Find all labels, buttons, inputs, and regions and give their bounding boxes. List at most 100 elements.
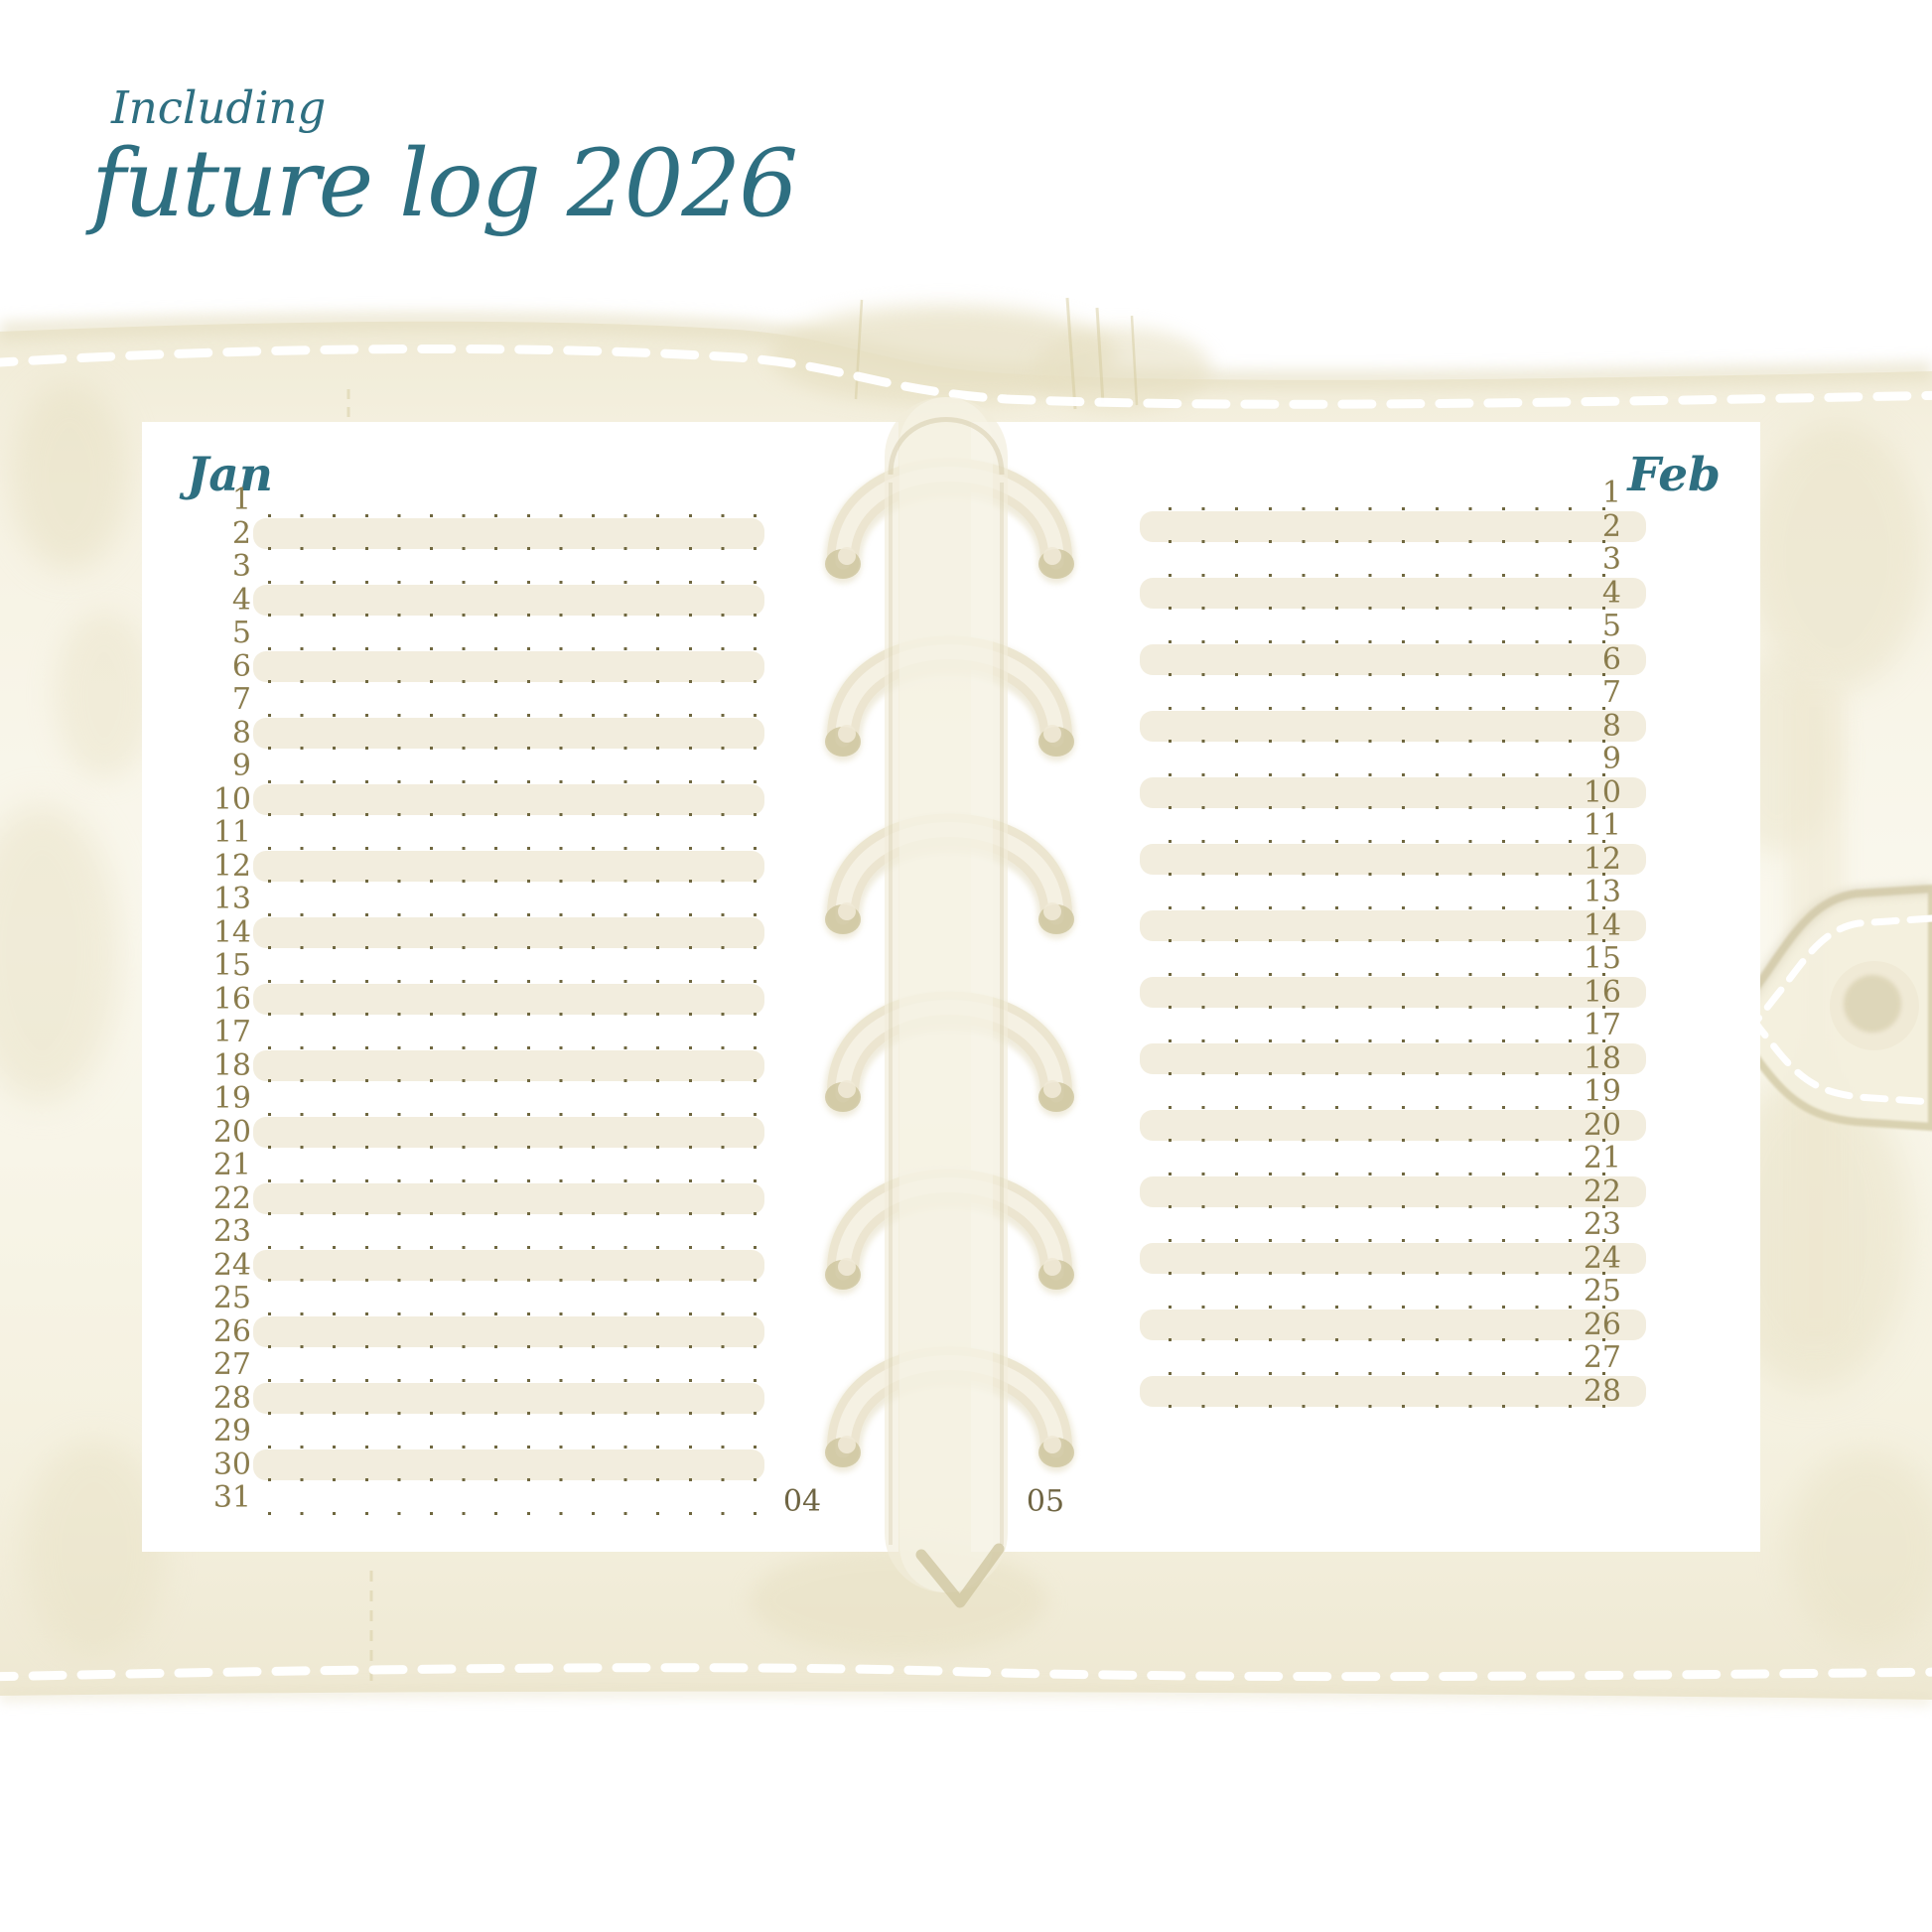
row-highlight xyxy=(253,784,764,816)
day-number: 16 xyxy=(1583,974,1621,1010)
day-row: 2 xyxy=(971,510,1760,544)
dotted-writing-line xyxy=(1169,1006,1605,1010)
dotted-writing-line xyxy=(1169,740,1605,744)
day-row: 20 xyxy=(142,1116,898,1150)
row-highlight xyxy=(253,585,764,617)
dotted-writing-line xyxy=(268,1013,757,1017)
day-row: 18 xyxy=(142,1049,898,1083)
day-number: 26 xyxy=(212,1313,251,1349)
dotted-writing-line xyxy=(1169,1371,1605,1375)
dotted-writing-line xyxy=(268,979,757,983)
day-row: 9 xyxy=(142,750,898,783)
dotted-writing-line xyxy=(268,513,757,517)
day-number: 13 xyxy=(212,882,251,917)
cover-scratches xyxy=(346,297,1139,1688)
dotted-writing-line xyxy=(268,779,757,783)
dotted-writing-line xyxy=(1169,873,1605,877)
day-row: 5 xyxy=(971,610,1760,643)
dotted-writing-line xyxy=(268,813,757,817)
dotted-writing-line xyxy=(1169,839,1605,843)
day-rows-february: 1 2 3 4 5 6 7 8 9 10 11 12 13 14 15 16 17 18 19 20 21 22 23 24 2… xyxy=(971,422,1760,1552)
row-highlight xyxy=(253,1183,764,1215)
day-row: 21 xyxy=(142,1149,898,1182)
dotted-writing-line xyxy=(268,646,757,650)
day-number: 4 xyxy=(231,582,251,618)
day-number: 10 xyxy=(1583,774,1621,810)
dotted-writing-line xyxy=(268,1112,757,1116)
dotted-writing-line xyxy=(1169,1038,1605,1042)
dotted-writing-line xyxy=(1169,1139,1605,1143)
row-highlight xyxy=(1140,1243,1646,1275)
day-row: 27 xyxy=(142,1348,898,1382)
row-highlight xyxy=(253,1250,764,1282)
day-row: 6 xyxy=(142,650,898,684)
day-number: 24 xyxy=(1583,1240,1621,1276)
day-number: 20 xyxy=(212,1114,251,1150)
dotted-writing-line xyxy=(1169,1172,1605,1175)
row-highlight xyxy=(253,1050,764,1082)
dotted-writing-line xyxy=(1169,772,1605,776)
day-number: 18 xyxy=(212,1047,251,1083)
row-highlight xyxy=(1140,1043,1646,1075)
dotted-writing-line xyxy=(268,1212,757,1216)
month-label-feb: Feb xyxy=(1627,448,1721,502)
row-highlight xyxy=(253,1383,764,1415)
day-row: 25 xyxy=(142,1282,898,1315)
day-row: 13 xyxy=(971,876,1760,909)
day-row: 14 xyxy=(142,916,898,950)
day-row: 23 xyxy=(142,1215,898,1249)
day-number: 7 xyxy=(1601,675,1621,711)
day-row: 7 xyxy=(971,676,1760,710)
day-number: 7 xyxy=(231,682,251,718)
day-row: 21 xyxy=(971,1142,1760,1175)
day-number: 26 xyxy=(1583,1307,1621,1342)
dotted-writing-line xyxy=(1169,673,1605,677)
day-number: 29 xyxy=(212,1414,251,1449)
cover-bottom-edge xyxy=(0,1685,1932,1706)
day-row: 19 xyxy=(142,1082,898,1116)
day-number: 9 xyxy=(1601,742,1621,777)
day-number: 14 xyxy=(212,914,251,950)
row-highlight xyxy=(1140,711,1646,743)
dotted-writing-line xyxy=(268,1146,757,1150)
day-number: 5 xyxy=(1601,609,1621,644)
day-number: 11 xyxy=(212,815,251,851)
day-number: 1 xyxy=(231,483,251,518)
day-row: 1 xyxy=(142,483,898,517)
day-rows-january: 1 2 3 4 5 6 7 8 9 10 11 12 13 14 15 16 17 18 19 20 21 22 23 24 2… xyxy=(142,422,898,1552)
dotted-writing-line xyxy=(1169,639,1605,643)
row-highlight xyxy=(253,1449,764,1481)
day-row: 13 xyxy=(142,883,898,916)
cover-texture xyxy=(0,306,1932,1658)
day-number: 15 xyxy=(212,948,251,984)
day-number: 12 xyxy=(212,848,251,884)
dotted-writing-line xyxy=(268,713,757,717)
day-row: 24 xyxy=(142,1249,898,1283)
dotted-writing-line xyxy=(1169,905,1605,909)
day-row: 8 xyxy=(142,717,898,751)
day-number: 21 xyxy=(1583,1141,1621,1176)
day-row: 12 xyxy=(971,843,1760,877)
dotted-writing-line xyxy=(268,1279,757,1283)
dotted-writing-line xyxy=(268,946,757,950)
dotted-writing-line xyxy=(268,1445,757,1449)
day-number: 19 xyxy=(1583,1074,1621,1110)
day-row: 2 xyxy=(142,517,898,551)
dotted-writing-line xyxy=(1169,573,1605,577)
day-row: 18 xyxy=(971,1042,1760,1076)
day-row: 26 xyxy=(142,1315,898,1349)
day-number: 21 xyxy=(212,1148,251,1183)
day-number: 18 xyxy=(1583,1040,1621,1076)
day-number: 25 xyxy=(1583,1274,1621,1310)
dotted-writing-line xyxy=(1169,540,1605,544)
dotted-writing-line xyxy=(268,1245,757,1249)
title-heading: future log 2026 xyxy=(91,129,798,238)
day-number: 9 xyxy=(231,749,251,784)
day-row: 22 xyxy=(142,1182,898,1216)
row-highlight xyxy=(1140,578,1646,610)
day-row: 16 xyxy=(971,976,1760,1010)
day-row: 25 xyxy=(971,1275,1760,1309)
stitch-bottom xyxy=(0,1663,1932,1682)
dotted-writing-line xyxy=(268,1345,757,1349)
day-row: 15 xyxy=(142,949,898,983)
